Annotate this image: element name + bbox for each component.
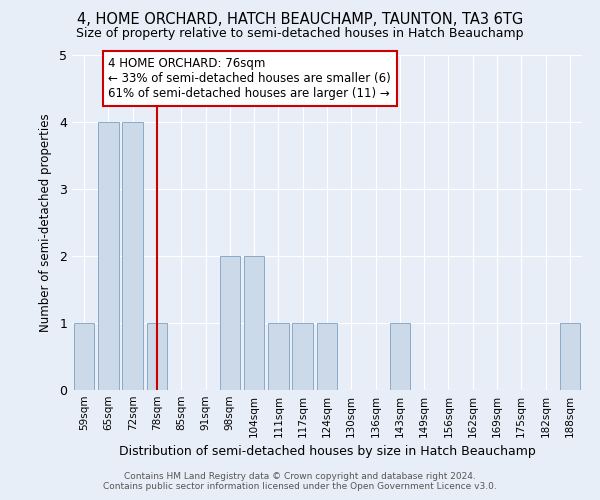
Bar: [98, 122, 119, 390]
Bar: [244, 256, 265, 390]
Bar: [560, 323, 580, 390]
X-axis label: Distribution of semi-detached houses by size in Hatch Beauchamp: Distribution of semi-detached houses by …: [119, 446, 535, 458]
Bar: [122, 122, 143, 390]
Bar: [317, 323, 337, 390]
Y-axis label: Number of semi-detached properties: Number of semi-detached properties: [39, 113, 52, 332]
Bar: [389, 323, 410, 390]
Text: Size of property relative to semi-detached houses in Hatch Beauchamp: Size of property relative to semi-detach…: [76, 28, 524, 40]
Text: 4, HOME ORCHARD, HATCH BEAUCHAMP, TAUNTON, TA3 6TG: 4, HOME ORCHARD, HATCH BEAUCHAMP, TAUNTO…: [77, 12, 523, 28]
Text: Contains HM Land Registry data © Crown copyright and database right 2024.
Contai: Contains HM Land Registry data © Crown c…: [103, 472, 497, 491]
Bar: [74, 323, 94, 390]
Bar: [292, 323, 313, 390]
Text: 4 HOME ORCHARD: 76sqm
← 33% of semi-detached houses are smaller (6)
61% of semi-: 4 HOME ORCHARD: 76sqm ← 33% of semi-deta…: [109, 57, 391, 100]
Bar: [146, 323, 167, 390]
Bar: [220, 256, 240, 390]
Bar: [268, 323, 289, 390]
